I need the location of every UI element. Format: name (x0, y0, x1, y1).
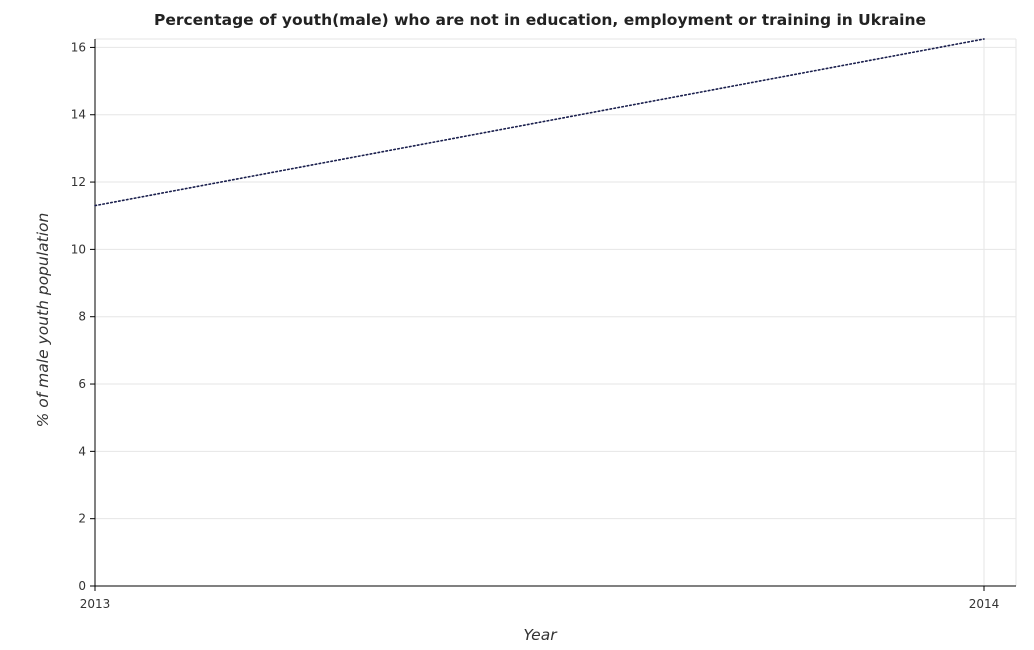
axes (94, 39, 1016, 587)
y-tick-label: 2 (78, 512, 86, 526)
y-tick-label: 14 (71, 108, 86, 122)
y-tick-label: 16 (71, 40, 86, 54)
x-axis-ticks: 2013 2014 (80, 586, 1000, 611)
x-axis-label: Year (523, 626, 558, 644)
y-axis-ticks: 0 2 4 6 8 10 12 14 16 (71, 40, 95, 593)
y-axis-label: % of male youth population (34, 213, 52, 428)
y-tick-label: 8 (78, 310, 86, 324)
x-tick-label: 2013 (80, 597, 111, 611)
y-tick-label: 0 (78, 579, 86, 593)
y-tick-label: 10 (71, 242, 86, 256)
grid-lines (94, 38, 1017, 587)
series-group (94, 38, 985, 207)
y-tick-label: 6 (78, 377, 86, 391)
y-tick-label: 4 (78, 444, 86, 458)
chart-title: Percentage of youth(male) who are not in… (154, 11, 926, 29)
series-line (94, 38, 985, 207)
y-tick-label: 12 (71, 175, 86, 189)
x-tick-label: 2014 (969, 597, 1000, 611)
